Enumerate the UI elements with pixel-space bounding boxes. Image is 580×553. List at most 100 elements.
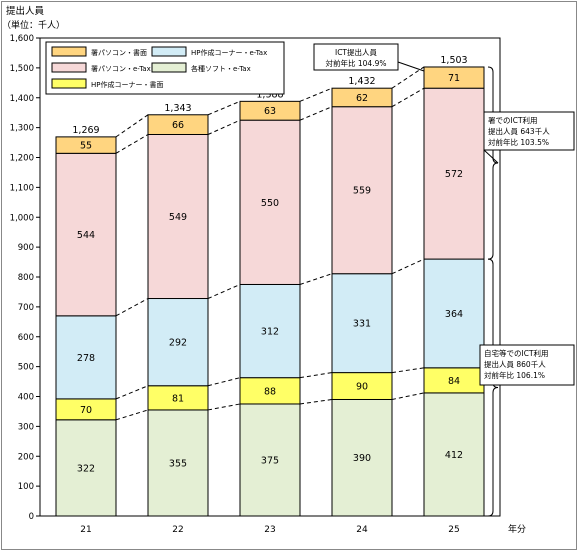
legend-label: 署パソコン・e-Tax [91,65,151,73]
segment-value-label: 390 [353,453,371,464]
annotation-leader [483,149,499,164]
y-axis-unit: （単位：千人） [2,19,65,31]
y-tick-label: 600 [18,333,34,343]
annotation-text: 提出人員 643千人 [488,126,550,136]
bar-total-label: 1,503 [440,55,467,66]
x-axis-label: 年分 [508,523,526,535]
bar-segment-3 [239,283,301,379]
bar-total-label: 1,343 [164,103,191,114]
annotation-box [313,43,399,71]
series-connector [207,284,241,299]
annotation-text: 対前年比 104.9% [326,58,387,68]
annotation-text: 署でのICT利用 [488,115,538,125]
y-tick-label: 800 [18,273,34,283]
legend-swatch [151,62,187,73]
series-connector [391,87,425,108]
segment-value-label: 88 [264,386,276,397]
bar-segment-4 [55,152,117,317]
y-tick-label: 1,300 [10,124,34,134]
segment-value-label: 355 [169,458,187,469]
segment-value-label: 81 [172,393,184,404]
x-tick-label: 23 [264,525,275,535]
legend-label: 各種ソフト・e-Tax [191,64,251,73]
y-axis-unit-title: 提出人員 [6,5,45,17]
bar-segment-1 [423,392,485,517]
y-tick-label: 500 [18,363,34,373]
bar-total-label: 1,269 [72,125,99,136]
segment-value-label: 62 [356,93,368,104]
series-connector [115,409,149,421]
annotation-text: 対前年比 106.1% [484,370,545,380]
segment-value-label: 550 [261,198,279,209]
segment-value-label: 412 [445,450,463,461]
series-connector [115,134,149,154]
segment-value-label: 84 [448,376,460,387]
bracket-office-ict [487,66,499,260]
bar-total-label: 1,388 [256,89,283,100]
y-tick-label: 0 [29,512,34,522]
bar-segment-3 [147,298,209,387]
annotation-text: 自宅等でのICT利用 [484,348,549,358]
segment-value-label: 278 [77,353,95,364]
series-connector [115,298,149,317]
series-connector [207,377,241,387]
series-connector [115,114,149,138]
bar-segment-2 [331,372,393,400]
legend-swatch [51,78,87,89]
series-connector [391,258,425,275]
bar-segment-5 [331,87,393,108]
annotation-text: 提出人員 860千人 [484,359,546,369]
series-connector [299,398,333,405]
annotation-leader [397,61,425,72]
y-tick-label: 1,600 [10,34,34,44]
segment-value-label: 322 [77,463,95,474]
segment-value-label: 559 [353,186,371,197]
bar-segment-5 [239,100,301,121]
legend-swatch [51,46,87,57]
y-tick-label: 300 [18,422,34,432]
series-connector [207,100,241,116]
series-connector [299,273,333,285]
segment-value-label: 90 [356,382,368,393]
annotation-text: ICT提出人員 [335,47,378,57]
series-connector [299,372,333,379]
legend-label: HP作成コーナー・e-Tax [191,48,267,57]
x-tick-label: 24 [356,525,368,535]
segment-value-label: 331 [353,319,371,330]
legend-swatch [51,62,87,73]
segment-value-label: 375 [261,455,279,466]
bar-segment-5 [147,114,209,135]
legend-label: HP作成コーナー・書面 [91,80,164,89]
bar-segment-1 [239,403,301,517]
series-connector [391,392,425,400]
series-connector [299,87,333,102]
x-tick-label: 25 [448,525,459,535]
y-tick-label: 1,200 [10,154,34,164]
segment-value-label: 66 [172,120,184,131]
segment-value-label: 71 [448,73,460,84]
y-tick-label: 1,400 [10,94,34,104]
bar-segment-2 [239,377,301,405]
bar-segment-4 [331,106,393,275]
bar-segment-3 [423,258,485,369]
segment-value-label: 549 [169,212,187,223]
bar-segment-4 [423,87,485,260]
bar-segment-1 [55,419,117,517]
segment-value-label: 312 [261,327,279,338]
segment-value-label: 572 [445,169,463,180]
annotation-box [479,344,575,386]
series-connector [207,403,241,411]
bar-segment-5 [55,136,117,154]
series-connector [391,66,425,89]
bar-segment-4 [147,133,209,300]
annotation-box [483,111,575,151]
y-tick-label: 700 [18,303,34,313]
series-connector [207,119,241,135]
y-tick-label: 100 [18,482,34,492]
legend-label: 署パソコン・書面 [91,48,147,57]
bar-segment-4 [239,119,301,285]
x-tick-label: 21 [80,525,91,535]
bar-segment-1 [147,409,209,517]
y-tick-label: 1,100 [10,183,34,193]
